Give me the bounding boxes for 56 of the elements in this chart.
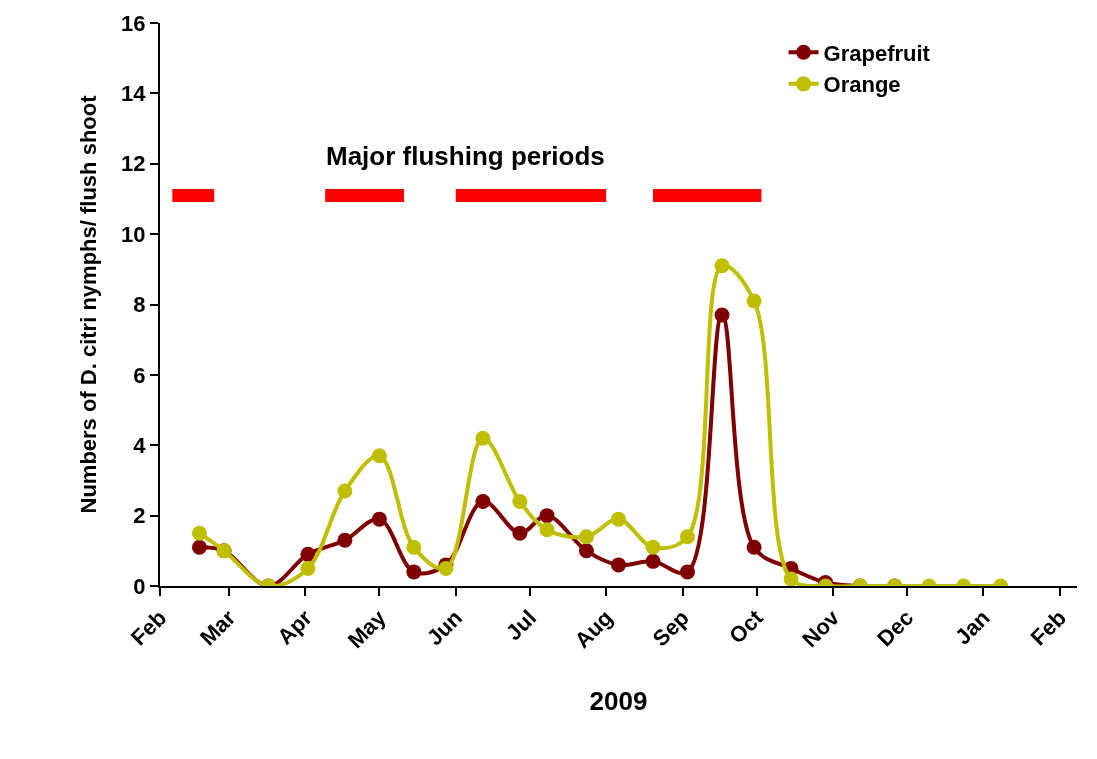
x-tick-label: Oct bbox=[724, 604, 769, 649]
y-tick-label: 12 bbox=[121, 151, 146, 177]
x-tick-label: Aug bbox=[569, 605, 618, 653]
x-tick-label: May bbox=[342, 604, 392, 653]
point bbox=[475, 494, 491, 510]
point bbox=[645, 553, 661, 569]
x-tick-label: Sep bbox=[647, 605, 694, 652]
point bbox=[512, 494, 528, 510]
x-tick-label: Feb bbox=[125, 605, 172, 651]
point bbox=[406, 539, 422, 555]
x-tick-label: Dec bbox=[872, 605, 919, 652]
x-tick-label: Apr bbox=[272, 604, 318, 650]
point bbox=[191, 539, 207, 555]
y-tick-label: 10 bbox=[121, 221, 146, 247]
point bbox=[300, 560, 316, 576]
x-axis-title: 2009 bbox=[589, 686, 648, 717]
point bbox=[578, 543, 594, 559]
point bbox=[680, 529, 696, 545]
x-tick-label: Nov bbox=[797, 604, 845, 653]
legend-label: Orange bbox=[823, 72, 901, 98]
point bbox=[714, 307, 730, 323]
y-tick-label: 8 bbox=[133, 292, 146, 318]
point bbox=[714, 258, 730, 274]
x-tick-label: Feb bbox=[1025, 605, 1072, 651]
point bbox=[539, 508, 555, 524]
x-tick-label: Mar bbox=[194, 604, 241, 651]
point bbox=[680, 564, 696, 580]
point bbox=[475, 430, 491, 446]
x-tick-label: Jan bbox=[950, 605, 995, 650]
point bbox=[746, 293, 762, 309]
point bbox=[337, 483, 353, 499]
y-tick-label: 4 bbox=[133, 432, 147, 458]
point bbox=[371, 448, 387, 464]
point bbox=[611, 511, 626, 527]
y-tick-label: 16 bbox=[121, 10, 146, 36]
y-axis-title: Numbers of D. citri nymphs/ flush shoot bbox=[76, 94, 102, 514]
y-tick-label: 2 bbox=[133, 503, 146, 529]
point bbox=[645, 539, 661, 555]
point bbox=[337, 532, 353, 548]
point bbox=[512, 525, 528, 541]
x-tick-label: Jun bbox=[421, 605, 468, 651]
point bbox=[191, 525, 207, 541]
y-tick-label: 6 bbox=[133, 362, 146, 388]
legend-label: Grapefruit bbox=[823, 40, 931, 66]
point bbox=[539, 522, 555, 538]
point bbox=[371, 511, 387, 527]
y-tick-label: 0 bbox=[133, 573, 146, 599]
point bbox=[578, 529, 594, 545]
point bbox=[611, 557, 626, 573]
series-label: Major flushing periods bbox=[326, 141, 605, 171]
point bbox=[300, 546, 316, 562]
y-tick-label: 14 bbox=[121, 81, 147, 107]
x-tick-label: Jul bbox=[500, 605, 542, 646]
point bbox=[783, 571, 799, 586]
point bbox=[406, 564, 422, 580]
point bbox=[746, 539, 762, 555]
